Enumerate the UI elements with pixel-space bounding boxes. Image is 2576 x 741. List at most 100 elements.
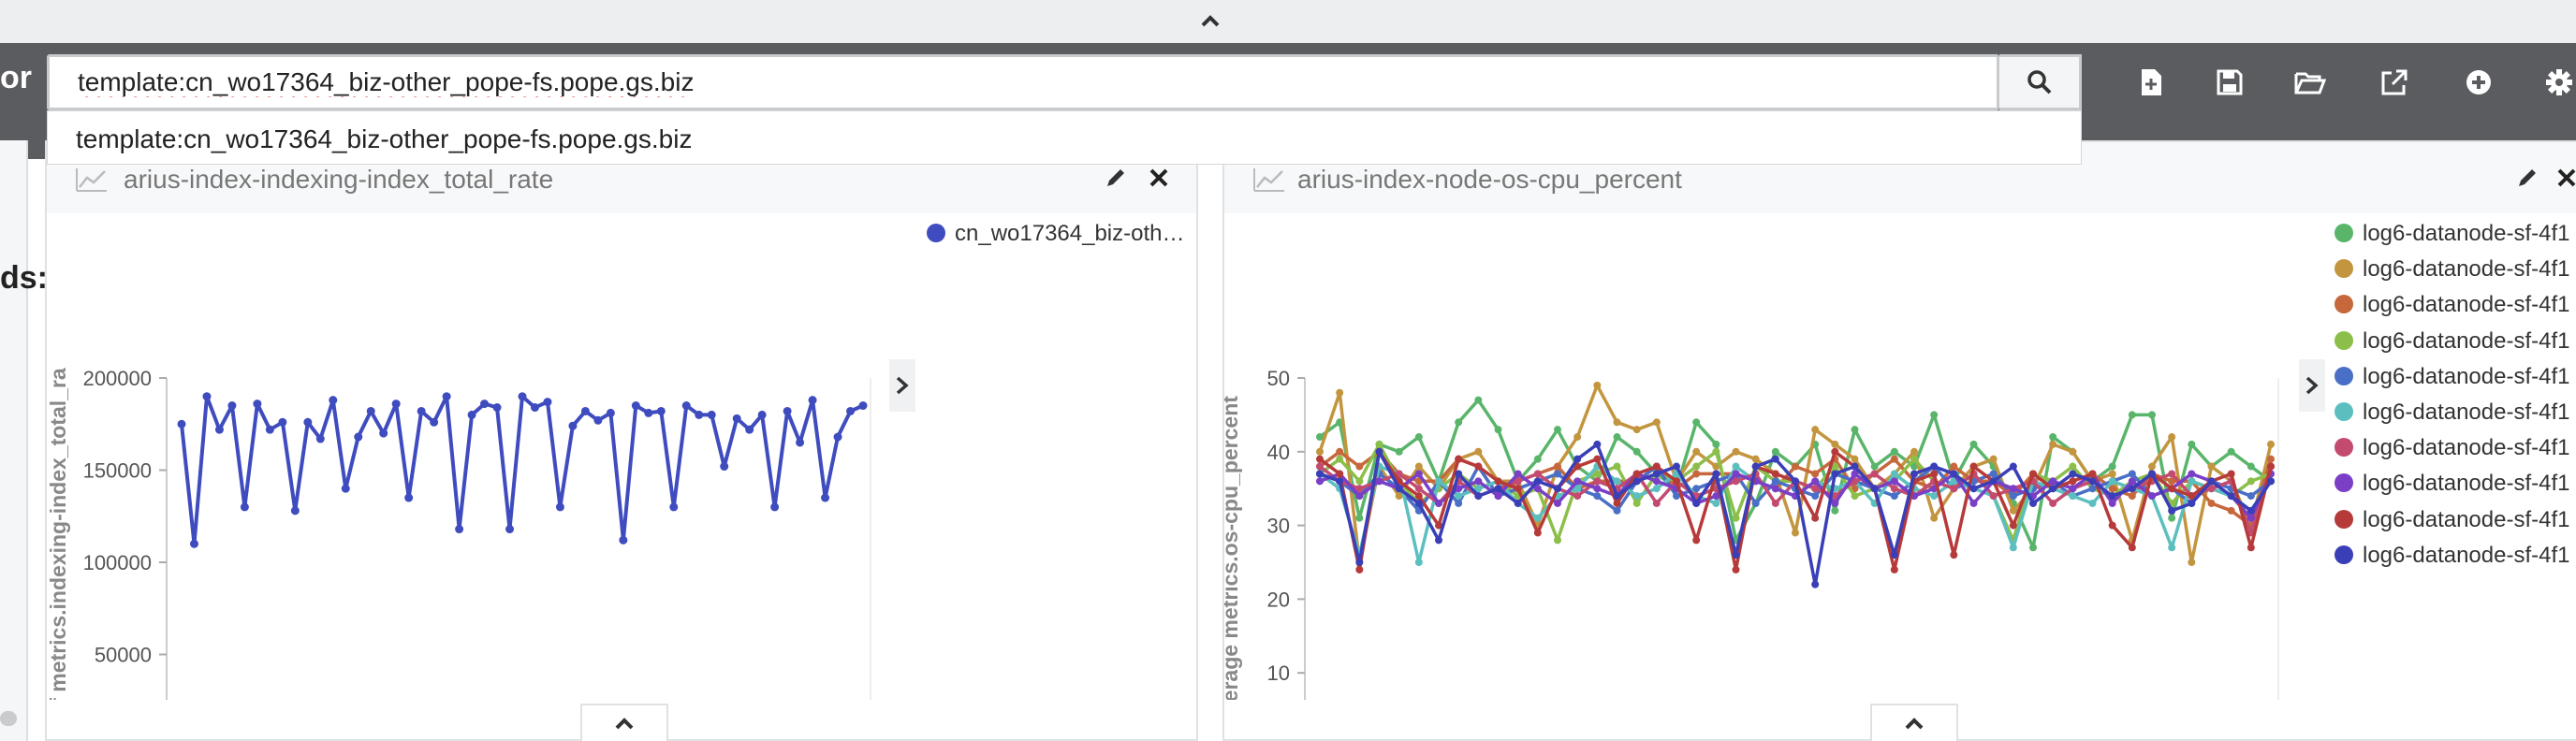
panel-collapse-button[interactable] xyxy=(1870,704,1958,741)
legend-item[interactable]: log6-datanode-sf-4f1 xyxy=(2334,292,2569,318)
legend-item[interactable]: log6-datanode-sf-4f1 xyxy=(2334,364,2569,390)
legend-item[interactable]: log6-datanode-sf-4f1 xyxy=(2334,221,2569,247)
data-point xyxy=(1415,500,1423,507)
search-suggestion[interactable]: template:cn_wo17364_biz-other_pope-fs.po… xyxy=(47,110,2082,165)
close-panel-button[interactable] xyxy=(1146,165,1172,191)
data-point xyxy=(2109,477,2116,485)
data-point xyxy=(1852,463,1859,471)
legend-color-dot xyxy=(2334,545,2353,564)
open-dashboard-button[interactable] xyxy=(2293,65,2327,99)
close-icon xyxy=(1149,167,1169,188)
share-button[interactable] xyxy=(2378,65,2411,99)
data-point xyxy=(1930,470,1938,477)
data-point xyxy=(1614,463,1621,471)
data-point xyxy=(1772,448,1779,456)
legend-item[interactable]: log6-datanode-sf-4f1 xyxy=(2334,400,2569,426)
legend-toggle-button[interactable] xyxy=(2299,359,2325,412)
y-tick-label: 50 xyxy=(1267,367,1290,390)
data-point xyxy=(2228,492,2235,500)
data-point xyxy=(1573,456,1581,463)
legend-item[interactable]: log6-datanode-sf-4f1 xyxy=(2334,507,2569,533)
data-point xyxy=(1811,515,1819,522)
legend-label: log6-datanode-sf-4f1 xyxy=(2363,256,2569,282)
data-point xyxy=(417,407,426,415)
y-tick-label: 50000 xyxy=(95,644,152,667)
legend-color-dot xyxy=(2334,402,2353,421)
data-point xyxy=(1554,500,1561,507)
legend-toggle-button[interactable] xyxy=(889,359,915,412)
data-point xyxy=(1336,448,1343,456)
data-point xyxy=(2188,470,2195,477)
chevron-right-icon xyxy=(894,374,911,397)
data-point xyxy=(2247,492,2255,500)
legend-color-dot xyxy=(2334,259,2353,278)
data-point xyxy=(2148,492,2156,500)
legend-color-dot xyxy=(2334,473,2353,492)
edit-panel-button[interactable] xyxy=(1103,165,1129,191)
legend-item[interactable]: log6-datanode-sf-4f1 xyxy=(2334,543,2569,569)
data-point xyxy=(2188,559,2195,566)
data-point xyxy=(2069,477,2076,485)
y-tick-label: 10 xyxy=(1267,661,1290,685)
data-point xyxy=(1396,485,1403,492)
search-button[interactable] xyxy=(1999,54,2082,110)
data-point xyxy=(379,429,388,438)
data-point xyxy=(1614,500,1621,507)
data-point xyxy=(1831,448,1838,456)
pencil-icon xyxy=(1105,167,1127,189)
data-point xyxy=(796,438,804,446)
data-point xyxy=(644,409,652,417)
data-point xyxy=(2228,507,2235,515)
data-point xyxy=(1910,470,1918,477)
data-point xyxy=(2010,544,2017,551)
dashboard-search-field[interactable] xyxy=(47,54,1999,110)
data-point xyxy=(1673,477,1680,485)
legend-item[interactable]: cn_wo17364_biz-oth… xyxy=(927,221,1185,247)
data-point xyxy=(1673,463,1680,471)
add-panel-button[interactable] xyxy=(2462,65,2496,99)
edit-panel-button[interactable] xyxy=(2514,165,2540,191)
y-tick-label: 200000 xyxy=(83,367,152,390)
data-point xyxy=(1554,470,1561,477)
data-point xyxy=(1633,477,1641,485)
legend-item[interactable]: log6-datanode-sf-4f1 xyxy=(2334,328,2569,355)
settings-button[interactable] xyxy=(2542,65,2576,99)
horizontal-scrollbar[interactable] xyxy=(0,711,17,726)
data-point xyxy=(1733,470,1740,477)
data-point xyxy=(2168,507,2175,515)
data-point xyxy=(1554,426,1561,433)
data-point xyxy=(1593,477,1601,485)
left-panel-text-fragment: ds: xyxy=(0,260,48,297)
legend-item[interactable]: log6-datanode-sf-4f1 xyxy=(2334,256,2569,283)
data-point xyxy=(834,433,842,442)
chevron-right-icon xyxy=(2304,374,2320,397)
data-point xyxy=(1792,529,1799,536)
data-point xyxy=(1990,470,1998,477)
panel-collapse-button[interactable] xyxy=(580,704,668,741)
data-point xyxy=(2208,463,2216,471)
new-dashboard-button[interactable] xyxy=(2134,65,2168,99)
y-axis-label: Average metrics.os-cpu_percent xyxy=(1224,396,1242,700)
data-point xyxy=(1593,492,1601,500)
save-button[interactable] xyxy=(2213,65,2247,99)
data-point xyxy=(2109,470,2116,477)
data-point xyxy=(2129,411,2136,418)
data-point xyxy=(1633,448,1641,456)
legend-item[interactable]: log6-datanode-sf-4f1 xyxy=(2334,471,2569,497)
data-point xyxy=(2168,433,2175,441)
chevron-up-icon[interactable] xyxy=(1196,7,1224,36)
close-panel-button[interactable] xyxy=(2554,165,2576,191)
data-point xyxy=(1653,470,1661,477)
search-input[interactable] xyxy=(50,57,1997,108)
data-point xyxy=(1336,477,1343,485)
data-point xyxy=(2247,515,2255,522)
legend-item[interactable]: log6-datanode-sf-4f1 xyxy=(2334,435,2569,461)
legend-label: log6-datanode-sf-4f1 xyxy=(2363,400,2569,425)
legend-color-dot xyxy=(2334,367,2353,385)
data-point xyxy=(2010,492,2017,500)
data-point xyxy=(2129,492,2136,500)
data-point xyxy=(695,411,703,419)
data-point xyxy=(1692,536,1700,544)
data-point xyxy=(758,411,767,419)
data-point xyxy=(1990,456,1998,463)
